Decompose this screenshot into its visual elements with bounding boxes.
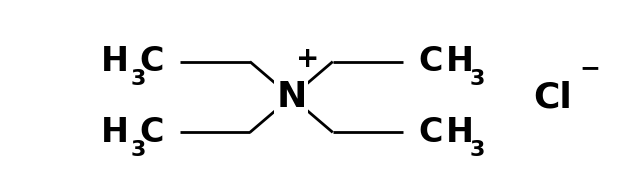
Text: C: C (419, 45, 444, 78)
Text: −: − (579, 56, 600, 80)
Text: H: H (445, 116, 474, 149)
Text: +: + (296, 45, 319, 73)
Text: 3: 3 (130, 140, 145, 160)
Text: C: C (419, 116, 444, 149)
Text: 3: 3 (470, 69, 485, 89)
Text: C: C (140, 116, 164, 149)
Text: 3: 3 (470, 140, 485, 160)
Text: H: H (445, 45, 474, 78)
Text: Cl: Cl (534, 80, 572, 114)
Text: C: C (140, 45, 164, 78)
Text: H: H (101, 116, 129, 149)
Text: N: N (276, 80, 307, 114)
Text: 3: 3 (130, 69, 145, 89)
Text: H: H (101, 45, 129, 78)
